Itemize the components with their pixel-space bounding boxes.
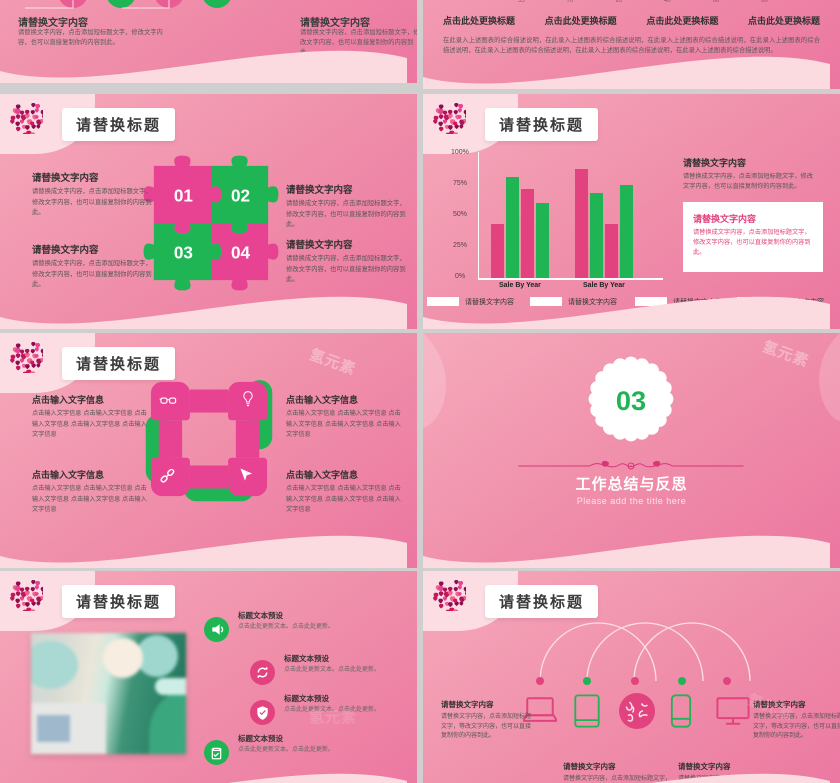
- svg-text:02: 02: [231, 185, 250, 205]
- svg-text:01: 01: [174, 185, 194, 205]
- svg-text:03: 03: [616, 385, 646, 416]
